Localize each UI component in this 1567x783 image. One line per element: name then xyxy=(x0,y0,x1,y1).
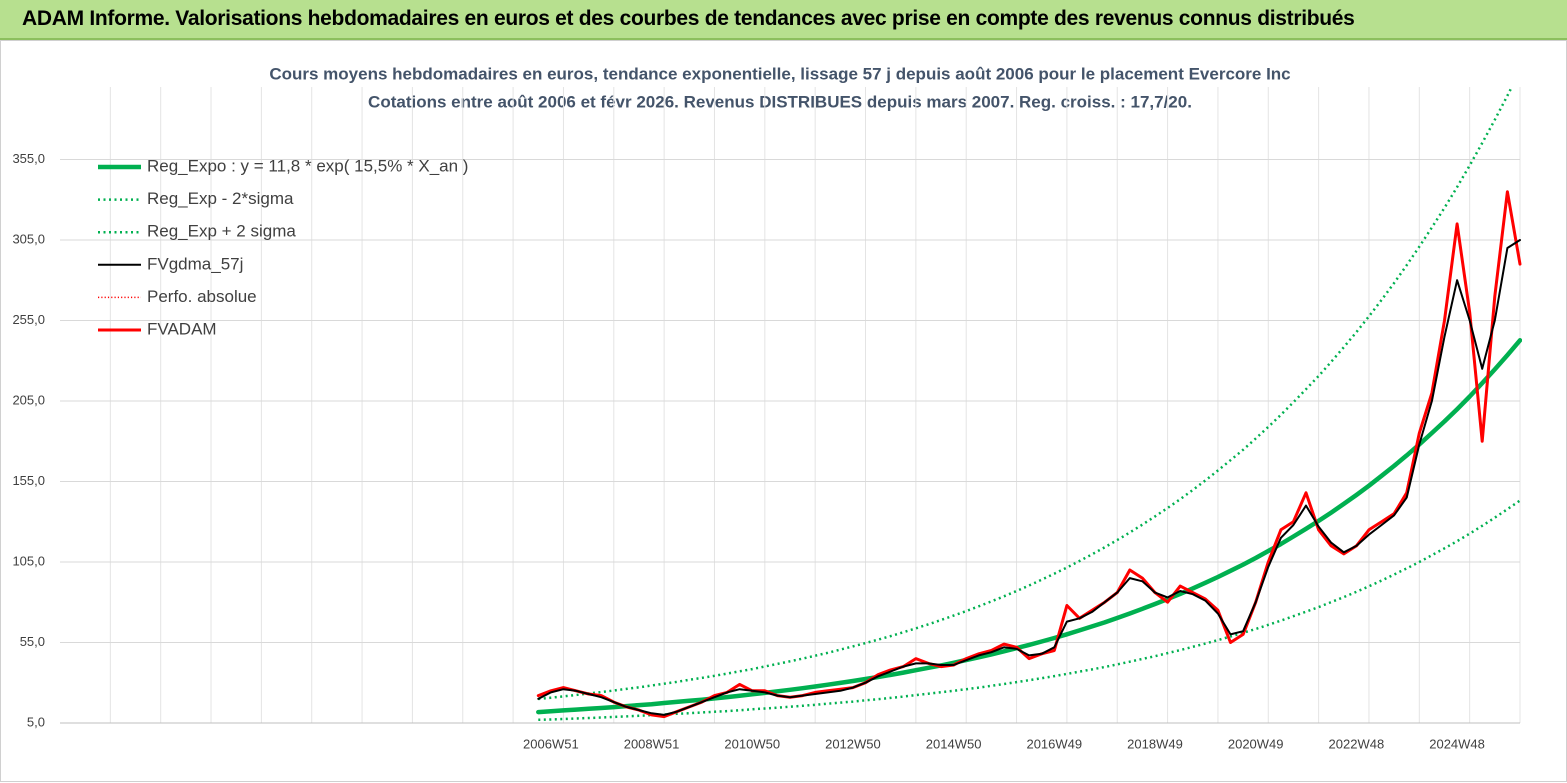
x-tick-label: 2016W49 xyxy=(1026,736,1082,751)
legend-label: Perfo. absolue xyxy=(147,287,257,306)
x-tick-label: 2014W50 xyxy=(926,736,982,751)
plot xyxy=(536,87,1522,722)
x-tick-label: 2022W48 xyxy=(1329,736,1385,751)
series-line xyxy=(537,239,1521,716)
x-tick-label: 2018W49 xyxy=(1127,736,1183,751)
grid: 5,0 55,0 105,0 155,0 205,0 255,0 305,0 355,0 200… xyxy=(12,87,1521,751)
y-tick-label: 55,0 xyxy=(20,634,45,649)
legend-label: Reg_Exp - 2*sigma xyxy=(147,189,294,208)
x-tick-label: 2024W48 xyxy=(1429,736,1485,751)
legend-label: Reg_Expo : y = 11,8 * exp( 15,5% * X_an … xyxy=(147,156,468,175)
x-tick-label: 2010W50 xyxy=(724,736,780,751)
legend: Reg_Expo : y = 11,8 * exp( 15,5% * X_an … xyxy=(98,156,468,338)
y-tick-label: 155,0 xyxy=(12,473,45,488)
legend-label: Reg_Exp + 2 sigma xyxy=(147,222,296,241)
legend-label: FVgdma_57j xyxy=(147,254,243,273)
banner-title: ADAM Informe. Valorisations hebdomadaire… xyxy=(22,7,1355,30)
y-tick-label: 5,0 xyxy=(27,714,45,729)
x-tick-label: 2008W51 xyxy=(624,736,680,751)
x-tick-label: 2020W49 xyxy=(1228,736,1284,751)
y-tick-label: 355,0 xyxy=(12,151,45,166)
chart-title: Cours moyens hebdomadaires en euros, ten… xyxy=(269,64,1290,83)
y-tick-label: 305,0 xyxy=(12,231,45,246)
legend-label: FVADAM xyxy=(147,319,217,338)
chart-frame xyxy=(0,40,1567,782)
chart-subtitle: Cotations entre août 2006 et févr 2026. … xyxy=(368,92,1192,111)
y-tick-label: 255,0 xyxy=(12,312,45,327)
x-tick-label: 2012W50 xyxy=(825,736,881,751)
banner: ADAM Informe. Valorisations hebdomadaire… xyxy=(0,0,1567,40)
chart: Cours moyens hebdomadaires en euros, ten… xyxy=(0,40,1567,782)
y-tick-label: 205,0 xyxy=(12,392,45,407)
y-tick-label: 105,0 xyxy=(12,553,45,568)
x-tick-label: 2006W51 xyxy=(523,736,579,751)
series-line xyxy=(536,338,1522,715)
